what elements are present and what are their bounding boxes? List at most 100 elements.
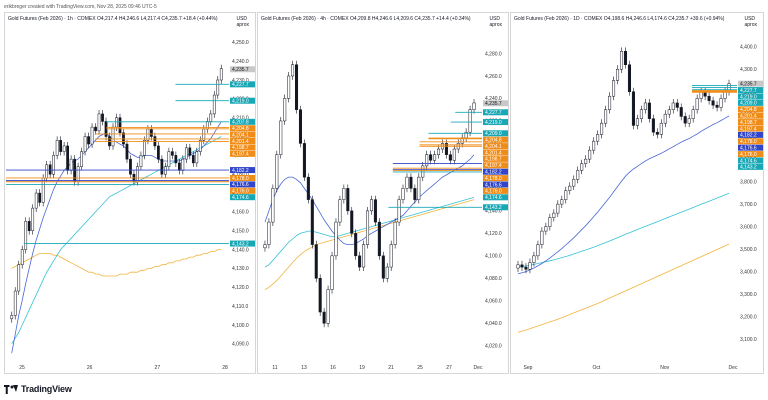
y-tick-label: 4,240.0 (232, 59, 249, 65)
candle-body (619, 50, 624, 70)
x-tick-label: 26 (87, 365, 93, 371)
candle-body (580, 163, 584, 171)
price-tag-label: 4,204.8 (232, 126, 249, 132)
price-tag (738, 87, 763, 94)
candle-body (679, 107, 683, 117)
chart-svg-4h: 4,020.0 4,040.0 4,060.0 4,080.0 4,100.0 4,120… (263, 51, 508, 371)
price-tag (230, 97, 255, 104)
price-tag-label: 4,176.6 (485, 182, 502, 188)
y-tick-label: 3,300.0 (740, 292, 757, 298)
price-tag-label: 4,227.7 (740, 88, 757, 94)
price-tag-label: 4,209.0 (740, 101, 757, 107)
candle-body (369, 199, 373, 212)
candle-body (358, 255, 362, 268)
candle-body (596, 134, 600, 142)
price-tag-label: 4,201.4 (740, 113, 757, 119)
price-tag-label: 4,204.1 (232, 132, 249, 138)
candle-body (271, 188, 275, 223)
candle-body (171, 151, 174, 156)
candle-body (350, 210, 354, 234)
candle-body (417, 176, 421, 200)
candle-body (310, 199, 314, 245)
candle-body (122, 132, 125, 145)
price-tag-label: 4,178.0 (740, 139, 757, 145)
y-tick-label: 3,600.0 (740, 224, 757, 230)
y-tick-label: 3,500.0 (740, 247, 757, 253)
y-tick-label: 4,400.0 (740, 45, 757, 51)
chart-panel-1h[interactable]: 4,090.0 4,100.0 4,110.0 4,120.0 4,130.0 4,140… (4, 12, 256, 374)
candle-body (532, 255, 536, 263)
chart-credit: erikbreger created with TradingView.com,… (4, 4, 157, 10)
price-tag (483, 109, 508, 116)
candle-body (544, 226, 548, 232)
candle-body (437, 148, 441, 155)
price-tag (230, 66, 255, 73)
candle-body (291, 64, 295, 77)
candle-body (55, 140, 59, 156)
candle-body (362, 244, 366, 268)
candle-body (631, 91, 635, 126)
candle-body (279, 120, 283, 155)
y-tick-label: 3,800.0 (740, 179, 757, 185)
chart-title: Gold Futures (Feb 2026) · 1D · COMEX O4,… (514, 16, 725, 22)
y-tick-label: 4,140.0 (232, 247, 249, 253)
candle-body (143, 140, 146, 156)
candle-body (647, 102, 651, 119)
y-tick-label: 4,250.0 (232, 40, 249, 46)
candle-body (83, 136, 87, 152)
chart-panel-1d[interactable]: 3,100.0 3,200.0 3,300.0 3,400.0 3,500.0 3,600… (510, 12, 764, 374)
price-tag-label: 4,178.0 (232, 176, 249, 182)
candle-body (608, 95, 612, 110)
x-tick-label: 21 (388, 365, 394, 371)
candle-body (13, 290, 17, 316)
candle-body (283, 98, 287, 122)
y-tick-label: 4,120.0 (232, 285, 249, 291)
candle-body (212, 94, 216, 115)
x-tick-label: Sep (524, 365, 533, 371)
chart-panel-4h[interactable]: 4,020.0 4,040.0 4,060.0 4,080.0 4,100.0 4,120… (257, 12, 509, 374)
candle-body (635, 118, 639, 126)
price-tag (230, 81, 255, 88)
price-tag-label: 4,219.0 (232, 99, 249, 105)
candle-body (687, 118, 691, 124)
price-tag (738, 99, 763, 106)
candle-body (572, 179, 576, 187)
currency-label: USD aprox (236, 16, 249, 28)
candle-body (198, 140, 202, 152)
y-tick-label: 4,260.0 (485, 74, 502, 80)
price-tag (230, 167, 255, 174)
y-tick-label: 4,120.0 (485, 231, 502, 237)
price-tag-label: 4,209.0 (485, 131, 502, 137)
price-tag-label: 4,235.7 (740, 81, 757, 87)
candle-body (667, 109, 671, 115)
candle-body (314, 244, 318, 279)
candle-body (397, 199, 401, 223)
price-tag-label: 4,198.7 (232, 145, 249, 151)
candle-body (373, 199, 377, 223)
price-tag (483, 143, 508, 150)
price-tag (483, 194, 508, 201)
price-tag (230, 194, 255, 201)
price-tag-label: 4,182.2 (232, 168, 249, 174)
candle-body (94, 126, 97, 132)
candle-body (97, 113, 101, 132)
price-tag-label: 4,197.4 (232, 152, 249, 158)
candle-body (31, 207, 35, 231)
price-tag (483, 155, 508, 162)
candle-body (425, 154, 429, 167)
x-tick-label: Dec (474, 365, 483, 371)
candle-body (275, 154, 279, 189)
y-tick-label: 4,210.0 (232, 115, 249, 121)
candle-body (405, 176, 409, 189)
ohlc-readout: O4,217.4 H4,246.6 L4,217.4 C4,235.7 +18.… (96, 16, 218, 22)
tradingview-logo[interactable]: TradingView (4, 384, 72, 394)
x-tick-label: Nov (660, 365, 669, 371)
candle-body (354, 233, 358, 257)
ma-mid-line (517, 192, 730, 268)
candle-body (24, 221, 28, 250)
tradingview-icon (4, 384, 18, 394)
y-tick-label: 4,060.0 (485, 299, 502, 305)
candle-body (62, 145, 66, 152)
price-tag (738, 112, 763, 119)
candle-body (691, 109, 695, 119)
